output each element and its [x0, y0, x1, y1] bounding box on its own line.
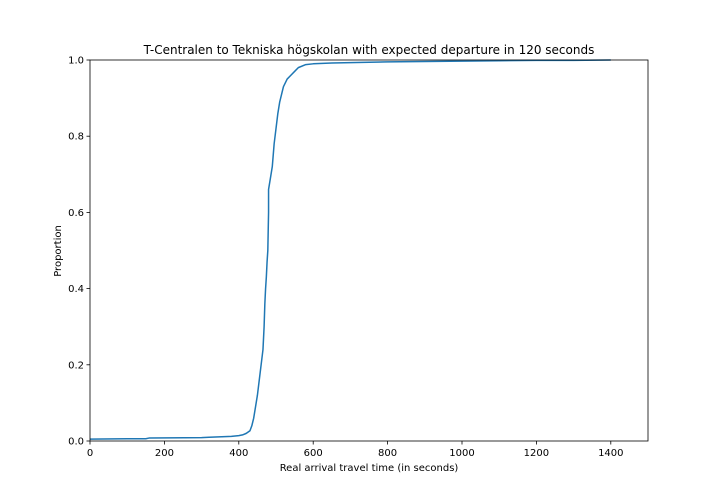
y-axis: 0.0 0.2 0.4 0.6 0.8 1.0	[68, 56, 90, 448]
y-tick-label: 0.8	[68, 132, 84, 143]
y-tick-label: 0.6	[68, 208, 84, 219]
plot-area	[89, 59, 611, 440]
series-line-0	[89, 59, 611, 440]
x-tick-label: 400	[229, 448, 248, 459]
x-tick-label: 200	[155, 448, 174, 459]
x-axis: 0 200 400 600 800 1000 1200 1400	[87, 441, 624, 459]
x-tick-label: 1000	[449, 448, 474, 459]
y-tick-label: 0.2	[68, 360, 84, 371]
x-tick-label: 0	[87, 448, 93, 459]
x-axis-label: Real arrival travel time (in seconds)	[280, 463, 459, 474]
y-tick-label: 0.4	[68, 284, 84, 295]
x-tick-label: 800	[378, 448, 397, 459]
x-tick-label: 600	[304, 448, 323, 459]
y-axis-label: Proportion	[53, 225, 64, 277]
plot-frame	[89, 59, 649, 442]
y-tick-label: 1.0	[68, 56, 84, 67]
chart-title: T-Centralen to Tekniska högskolan with e…	[143, 43, 595, 57]
y-tick-label: 0.0	[68, 437, 84, 448]
x-tick-label: 1200	[524, 448, 549, 459]
x-tick-label: 1400	[598, 448, 623, 459]
